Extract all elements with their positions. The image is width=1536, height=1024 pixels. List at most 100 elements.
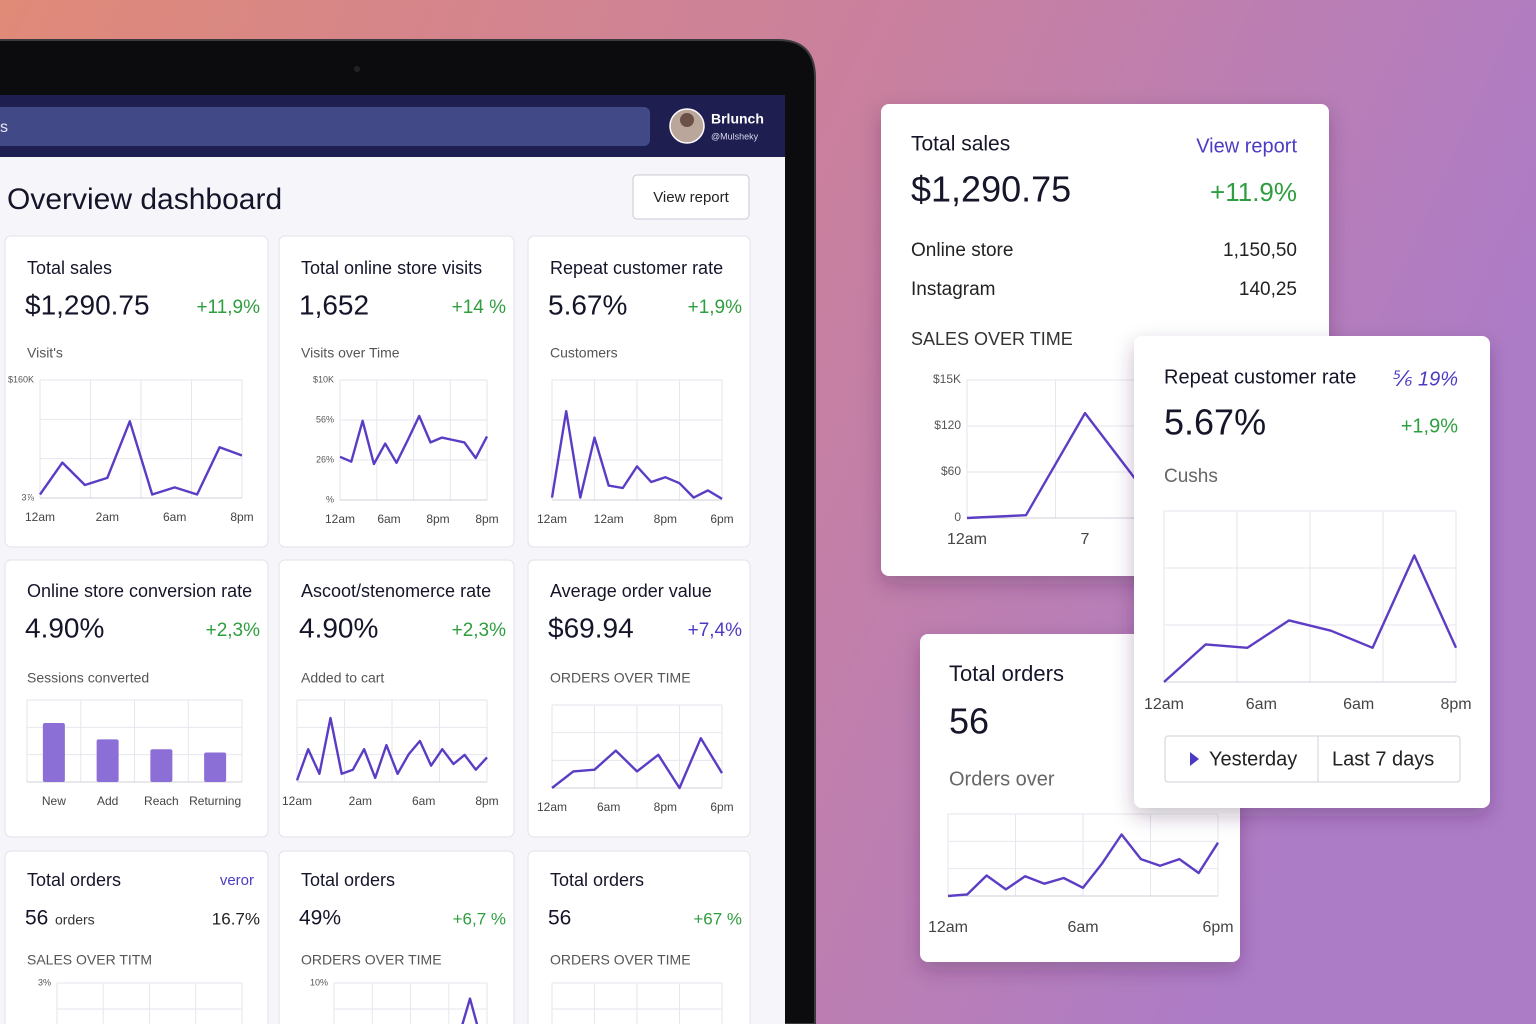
search-box[interactable] [0,107,650,146]
card-value: 4.90% [299,612,378,643]
card-subtitle: Visits over Time [301,345,400,361]
floating-card: Repeat customer rate ⅚ 19% 5.67% +1,9% Cushs… [1134,336,1490,808]
toggle-option[interactable]: Yesterday [1209,748,1297,770]
card-background [527,850,751,1024]
page-title: Overview dashboard [7,183,282,216]
y-tick-label: $15K [933,372,961,386]
card-change: +2,3% [452,620,507,641]
play-icon [1190,752,1199,766]
card-subtitle: Customers [550,345,618,361]
card-title: Online store conversion rate [27,581,252,601]
metric-card: Total orders 56 +67 % ORDERS OVER TIME [527,850,751,1024]
y-tick-label: 0 [954,510,961,524]
card-background [527,235,751,548]
x-tick-label: 12am [325,512,355,526]
toggle-option[interactable]: Last 7 days [1332,748,1434,770]
metric-card: Total online store visits 1,652 +14 % Visit… [278,235,515,548]
card-link: View report [1196,135,1297,157]
metric-card: Total orders veror 56 orders 16.7% SALES OVER… [4,850,269,1024]
y-tick-label: $120 [934,418,961,432]
line-series [947,833,1220,898]
camera [354,66,360,72]
x-tick-label: 7 [1081,531,1090,548]
line-series [295,716,488,781]
card-background [278,559,515,838]
card-background [278,235,515,548]
card-subtitle: Cushs [1164,466,1218,487]
x-tick-label: 8pm [654,800,677,814]
user-name: Brlunch [711,111,764,127]
row-label: Online store [911,240,1013,261]
card-background [4,235,269,548]
card-title: Total orders [301,870,395,890]
card-value: $69.94 [548,612,634,643]
card-change: +11,9% [196,297,260,318]
view-report-button[interactable] [632,174,750,220]
card-title: Total sales [27,258,112,278]
x-tick-label: 6am [163,510,186,524]
card-subtitle: Orders over [949,768,1055,790]
x-tick-label: 6pm [710,800,733,814]
metric-card: Total orders 49% +6,7 % ORDERS OVER TIME 10% [278,850,515,1024]
card-background [4,559,269,838]
y-tick-label: 56% [316,414,334,424]
metric-card: Total sales $1,290.75 +11,9% Visit's $160K 3⅞… [4,235,269,548]
metric-card: Online store conversion rate 4.90% +2,3% Se… [4,559,269,838]
user-handle: @Mulsheky [711,131,759,141]
metric-card: Repeat customer rate 5.67% +1,9% Customers 1… [527,235,751,548]
button-label: View report [653,189,729,206]
card-background [1134,336,1490,808]
row-value: 1,150,50 [1223,240,1297,261]
card-value: 56 [548,907,571,930]
x-tick-label: New [42,794,66,808]
card-subtitle: SALES OVER TITM [27,952,152,968]
card-subtitle: SALES OVER TIME [911,329,1073,349]
bar [204,752,227,782]
x-tick-label: 6pm [1202,919,1233,936]
card-change: 16.7% [212,909,260,928]
x-tick-label: 12am [947,531,987,548]
x-tick-label: 8pm [230,510,253,524]
card-value: 1,652 [299,289,369,320]
x-tick-label: 12am [537,800,567,814]
card-title: Total orders [949,661,1064,686]
x-tick-label: 8pm [475,794,498,808]
card-change: +7,4% [688,620,743,641]
x-tick-label: 8pm [475,512,498,526]
x-tick-label: 6am [597,800,620,814]
card-change: +1,9% [1401,415,1458,437]
card-change: +11.9% [1210,177,1297,207]
x-tick-label: 12am [928,919,968,936]
card-title: Repeat customer rate [1164,366,1356,388]
search-text: s [0,119,8,136]
card-title: Total sales [911,133,1010,156]
x-tick-label: 6am [1343,696,1374,713]
y-tick-label: $10K [313,374,334,384]
card-title: Repeat customer rate [550,258,723,278]
y-tick-label: 26% [316,454,334,464]
card-title: Total online store visits [301,258,482,278]
range-toggle [1164,735,1461,783]
card-subtitle: Added to cart [301,670,384,686]
card-title: Average order value [550,581,712,601]
metric-card: Average order value $69.94 +7,4% ORDERS OVE… [527,559,751,838]
x-tick-label: 6pm [710,512,733,526]
card-value: $1,290.75 [911,169,1071,210]
x-tick-label: 12am [25,510,55,524]
x-tick-label: 12am [1144,696,1184,713]
x-tick-label: Add [97,794,118,808]
x-tick-label: 2am [349,794,372,808]
y-tick-label: $60 [941,464,961,478]
card-subtitle: Sessions converted [27,670,149,686]
x-tick-label: 8pm [654,512,677,526]
card-subtitle: ORDERS OVER TIME [550,952,691,968]
x-tick-label: 6am [377,512,400,526]
x-tick-label: 2am [96,510,119,524]
line-series [550,410,723,500]
card-change: +14 % [452,297,507,318]
metric-card: Ascoot/stenomerce rate 4.90% +2,3% Added to… [278,559,515,838]
avatar-face [680,113,694,127]
card-value: 56 [949,701,989,742]
card-background [527,559,751,838]
